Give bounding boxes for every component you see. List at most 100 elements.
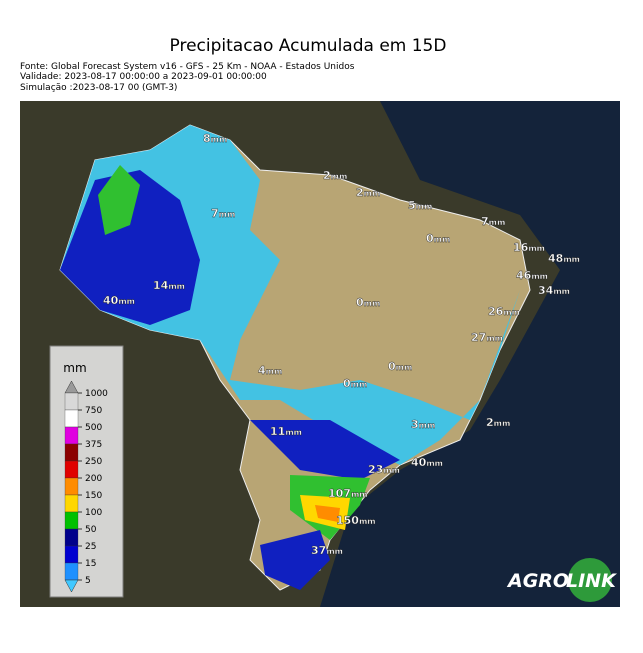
map-label: 23mm <box>368 463 400 476</box>
label-unit: mm <box>118 297 135 306</box>
map-label: 37mm <box>311 544 343 557</box>
label-value: 2 <box>323 169 331 182</box>
map-label: 107mm <box>328 487 368 500</box>
map-label: 0mm <box>343 377 367 390</box>
map-label: 46mm <box>516 269 548 282</box>
map-label: 40mm <box>411 456 443 469</box>
legend-swatch <box>64 528 79 547</box>
legend-tick-label: 500 <box>85 423 102 433</box>
label-unit: mm <box>426 459 443 468</box>
map-label: 8mm <box>203 132 227 145</box>
label-unit: mm <box>219 210 236 219</box>
legend-swatch <box>64 443 79 462</box>
label-unit: mm <box>326 547 343 556</box>
label-value: 11 <box>270 425 285 438</box>
map-label: 40mm <box>103 294 135 307</box>
rain-medium <box>60 170 200 325</box>
legend-tick-label: 25 <box>85 542 96 552</box>
label-value: 3 <box>411 418 419 431</box>
label-unit: mm <box>563 255 580 264</box>
label-value: 16 <box>513 241 529 254</box>
map <box>20 101 620 607</box>
legend-title: mm <box>63 361 86 375</box>
label-unit: mm <box>364 189 381 198</box>
legend: mm 1000 750 500 375 250 200 150 100 50 25 15 5 <box>49 345 124 598</box>
map-label: 2mm <box>323 169 347 182</box>
label-value: 150 <box>336 514 359 527</box>
map-label: 7mm <box>211 207 235 220</box>
map-label: 0mm <box>356 296 380 309</box>
map-label: 16mm <box>513 241 545 254</box>
label-value: 0 <box>343 377 351 390</box>
label-value: 7 <box>481 215 489 228</box>
label-value: 34 <box>538 284 554 297</box>
map-label: 2mm <box>486 416 510 429</box>
label-unit: mm <box>351 490 368 499</box>
legend-swatch <box>64 562 79 581</box>
label-value: 27 <box>471 331 486 344</box>
label-value: 0 <box>388 360 396 373</box>
label-value: 107 <box>328 487 351 500</box>
label-value: 26 <box>488 305 504 318</box>
label-unit: mm <box>266 367 283 376</box>
label-unit: mm <box>351 380 368 389</box>
legend-tick-label: 375 <box>85 440 102 450</box>
legend-swatch <box>64 460 79 479</box>
source-line: Fonte: Global Forecast System v16 - GFS … <box>20 62 355 72</box>
legend-swatch <box>64 426 79 445</box>
rain-medium <box>260 530 330 590</box>
map-label: 2mm <box>356 186 380 199</box>
label-unit: mm <box>528 244 545 253</box>
legend-tick-label: 15 <box>85 559 96 569</box>
label-value: 5 <box>408 199 416 212</box>
legend-arrow <box>64 579 79 593</box>
legend-swatch <box>64 392 79 411</box>
label-unit: mm <box>364 299 381 308</box>
label-value: 46 <box>516 269 532 282</box>
label-value: 0 <box>356 296 364 309</box>
map-label: 7mm <box>481 215 505 228</box>
legend-tick-label: 5 <box>85 576 91 586</box>
legend-box <box>49 345 124 598</box>
label-value: 40 <box>411 456 427 469</box>
map-label: 27mm <box>471 331 503 344</box>
label-unit: mm <box>331 172 348 181</box>
label-value: 2 <box>356 186 364 199</box>
legend-tick-label: 750 <box>85 406 102 416</box>
label-value: 14 <box>153 279 169 292</box>
rain-medium <box>250 420 400 480</box>
label-value: 4 <box>258 364 266 377</box>
label-unit: mm <box>503 308 520 317</box>
map-label: 150mm <box>336 514 376 527</box>
label-value: 7 <box>211 207 219 220</box>
legend-tick-label: 50 <box>85 525 97 535</box>
legend-tick-label: 150 <box>85 491 102 501</box>
legend-swatch <box>64 511 79 530</box>
map-label: 3mm <box>411 418 435 431</box>
rain-50 <box>98 165 140 235</box>
label-value: 37 <box>311 544 326 557</box>
label-unit: mm <box>285 428 302 437</box>
legend-swatch <box>64 545 79 564</box>
label-unit: mm <box>383 466 400 475</box>
label-value: 23 <box>368 463 383 476</box>
label-value: 8 <box>203 132 211 145</box>
logo-circle <box>568 558 612 602</box>
logo-text: LINK <box>566 570 617 592</box>
legend-swatch <box>64 494 79 513</box>
logo-text: AGRO <box>506 570 569 592</box>
label-unit: mm <box>359 517 376 526</box>
label-unit: mm <box>486 334 503 343</box>
label-value: 2 <box>486 416 494 429</box>
map-label: 5mm <box>408 199 432 212</box>
legend-swatch <box>64 409 79 428</box>
label-unit: mm <box>168 282 185 291</box>
legend-swatch <box>64 477 79 496</box>
legend-tick-label: 100 <box>85 508 102 518</box>
map-label: 26mm <box>488 305 520 318</box>
source-line: Validade: 2023-08-17 00:00:00 a 2023-09-… <box>20 72 267 82</box>
label-unit: mm <box>494 419 511 428</box>
legend-tick-label: 200 <box>85 474 102 484</box>
label-value: 0 <box>426 232 434 245</box>
